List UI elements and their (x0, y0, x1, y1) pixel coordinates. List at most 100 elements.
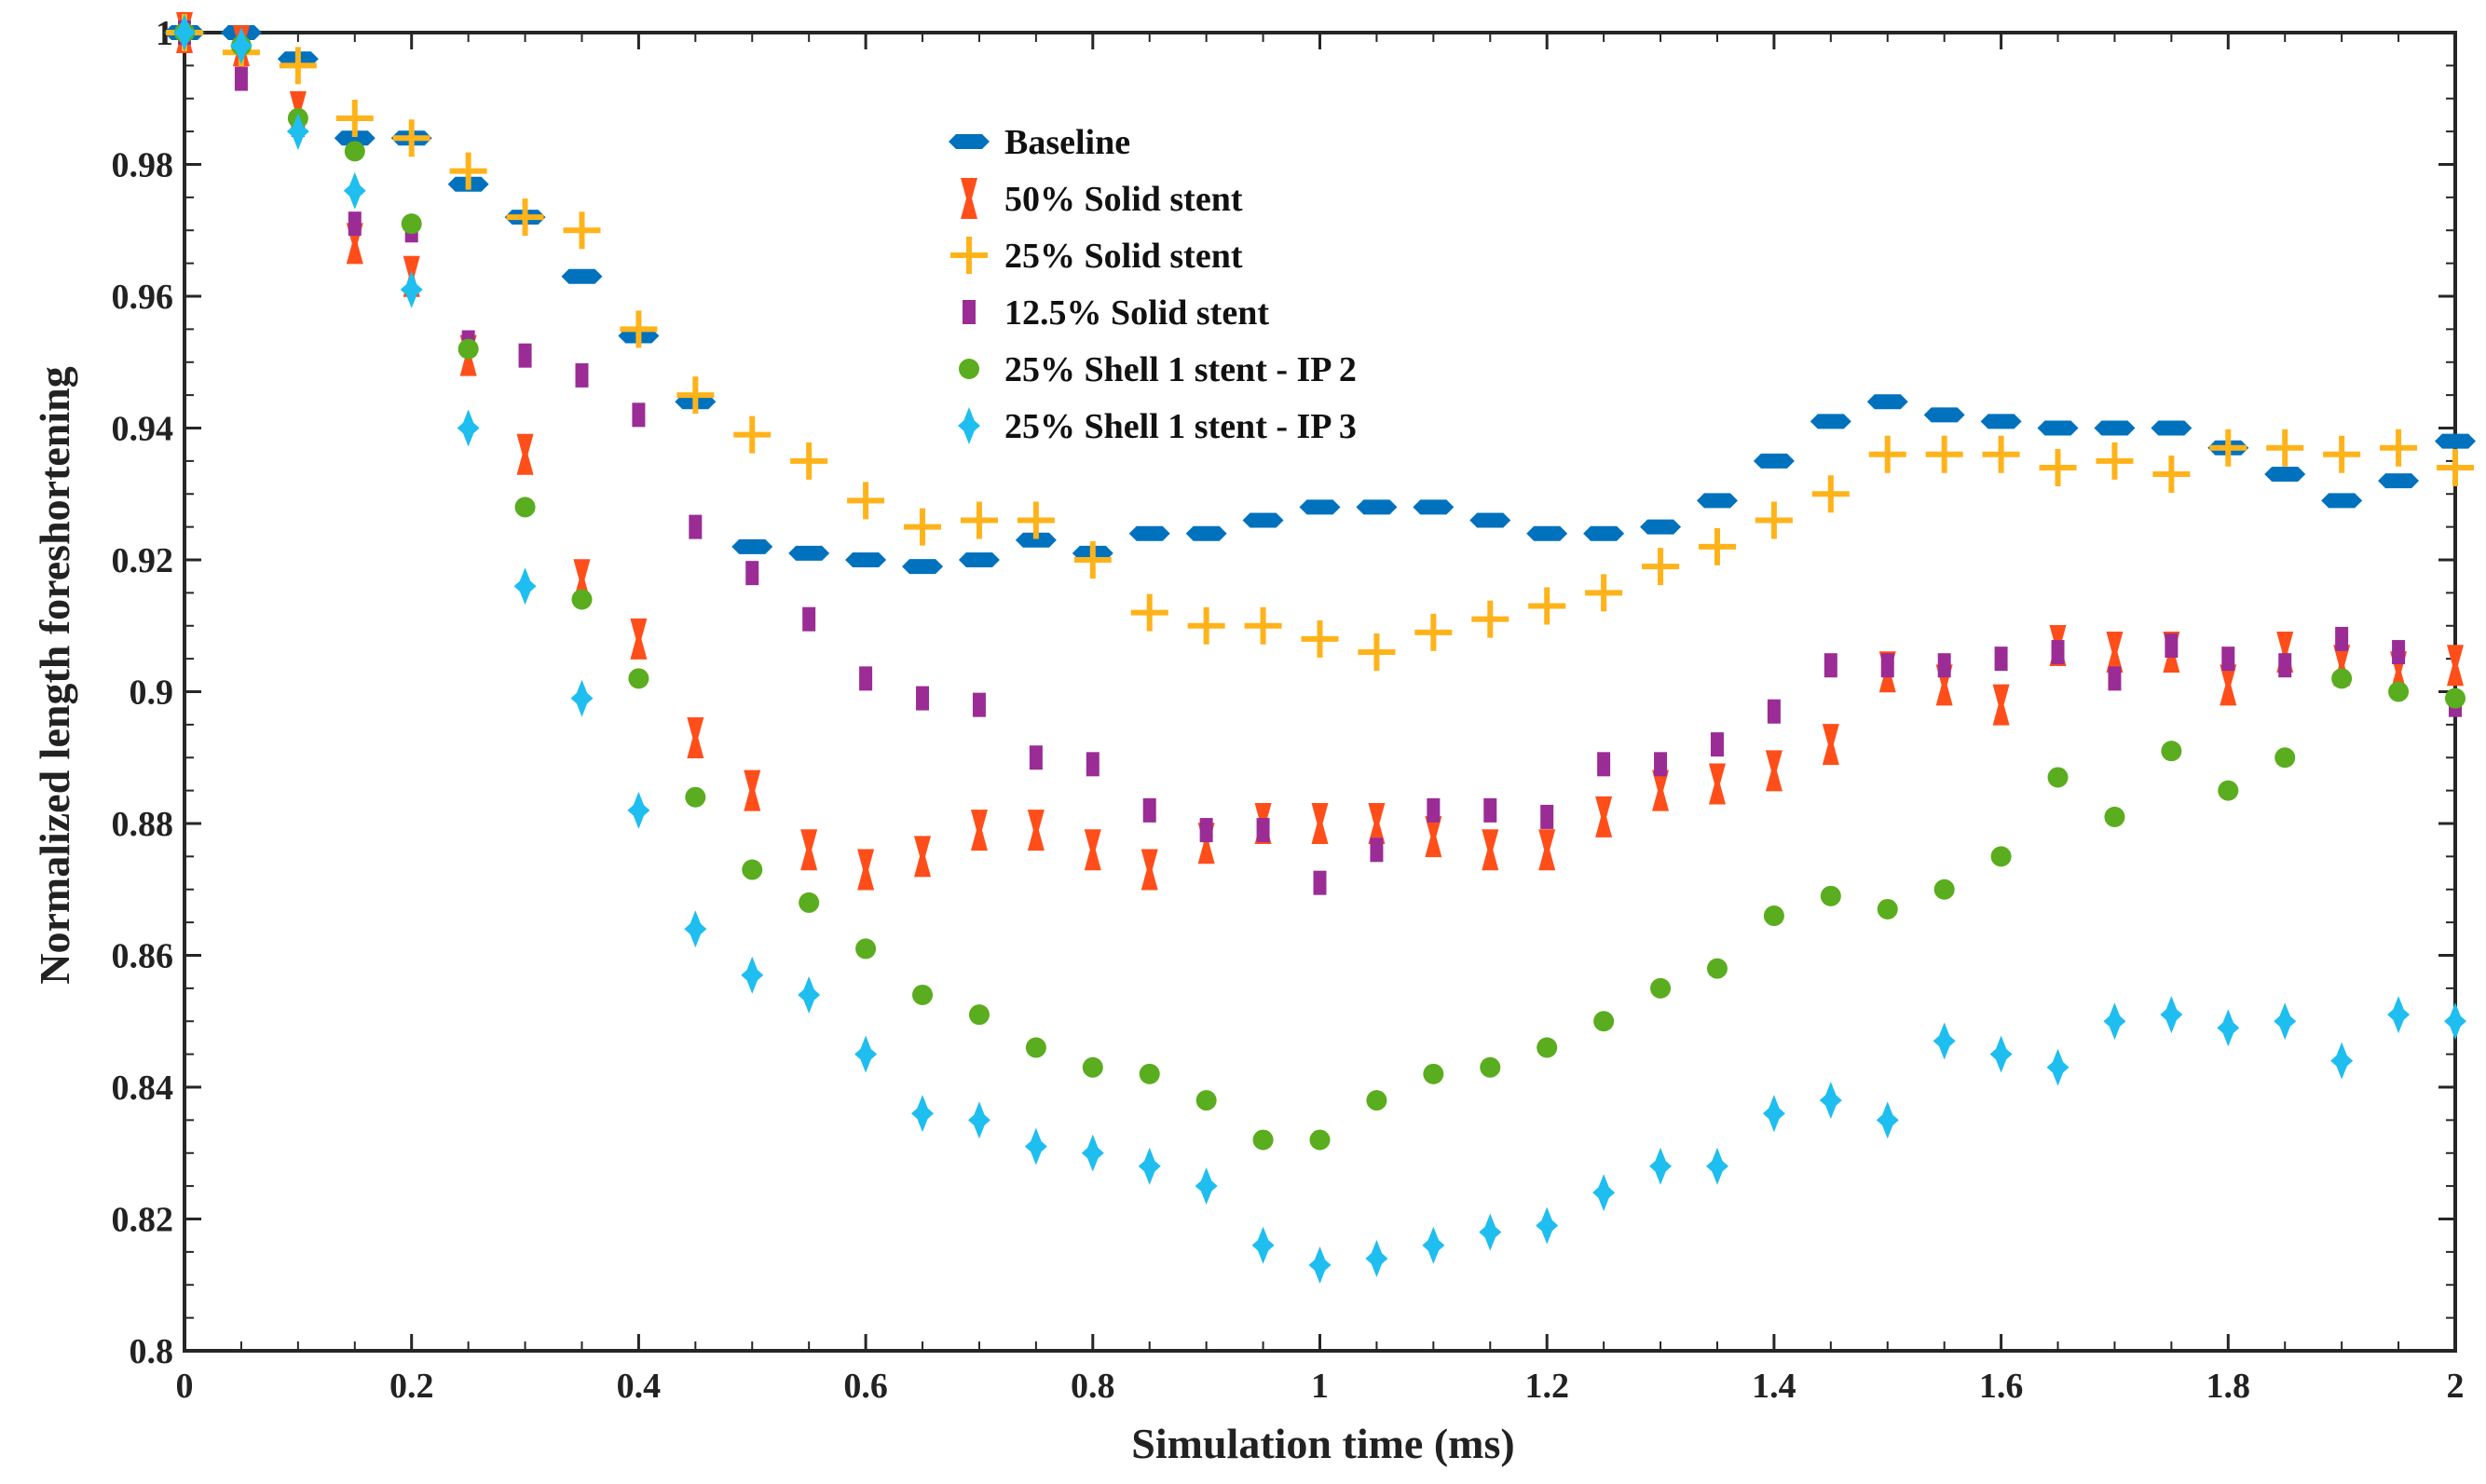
data-point (1925, 435, 1963, 473)
data-point (1989, 1035, 2013, 1073)
data-point (1822, 724, 1839, 766)
data-point (2321, 493, 2363, 509)
data-point (1980, 414, 2022, 429)
data-point (458, 338, 479, 360)
data-point (457, 409, 480, 447)
data-point (1880, 653, 1894, 678)
data-point (1652, 769, 1670, 811)
legend-marker (959, 359, 979, 379)
data-point (620, 310, 658, 348)
data-point (563, 211, 601, 250)
data-point (1358, 633, 1396, 672)
data-point (2447, 645, 2464, 687)
legend-marker (949, 134, 990, 149)
data-point (2152, 456, 2191, 494)
x-tick-label: 1 (1311, 1367, 1329, 1406)
y-tick-label: 0.8 (130, 1332, 174, 1371)
legend-marker (963, 300, 976, 324)
data-point (2096, 442, 2134, 480)
data-point (1366, 1090, 1387, 1111)
data-point (1933, 878, 1955, 900)
data-point (1469, 512, 1511, 528)
data-point (229, 27, 253, 65)
data-point (1187, 606, 1225, 645)
data-point (234, 66, 248, 91)
data-point (571, 589, 593, 610)
data-point (1313, 870, 1327, 895)
data-point (1252, 1129, 1274, 1150)
legend-label: 25% Solid stent (1004, 237, 1243, 276)
y-tick-label: 0.9 (130, 674, 174, 713)
x-axis-title: Simulation time (ms) (1131, 1420, 1514, 1467)
data-point (1762, 1095, 1785, 1133)
x-tick-label: 0.6 (843, 1367, 888, 1406)
data-point (1024, 1127, 1047, 1165)
data-point (1471, 600, 1509, 638)
data-point (967, 1101, 990, 1139)
data-point (1130, 593, 1168, 632)
data-point (2220, 664, 2237, 706)
data-point (1538, 829, 1556, 871)
y-tick-label: 0.86 (112, 937, 174, 976)
legend-label: 25% Shell 1 stent - IP 3 (1004, 407, 1357, 446)
data-point (741, 956, 764, 994)
data-point (2161, 741, 2182, 762)
x-tick-label: 2 (2447, 1367, 2465, 1406)
data-point (1128, 525, 1170, 541)
data-point (1356, 499, 1398, 515)
data-point (1640, 519, 1682, 535)
data-point (1698, 527, 1736, 565)
data-point (173, 14, 196, 51)
data-point (1537, 1037, 1558, 1058)
data-point (2160, 996, 2183, 1034)
data-point (1427, 797, 1441, 823)
data-point (968, 1004, 990, 1026)
data-point (1423, 1063, 1444, 1084)
data-point (2278, 653, 2292, 678)
data-point (2264, 467, 2306, 483)
data-point (798, 975, 821, 1014)
data-point (2221, 647, 2235, 672)
data-point (1540, 804, 1554, 829)
data-point (1242, 512, 1284, 528)
data-point (1753, 453, 1795, 469)
x-tick-label: 0 (176, 1367, 194, 1406)
data-point (1141, 849, 1158, 891)
data-point (2094, 420, 2136, 436)
data-point (733, 415, 772, 454)
legend-label: Baseline (1004, 123, 1130, 162)
data-point (506, 198, 544, 237)
data-point (685, 786, 706, 808)
data-point (745, 561, 759, 586)
data-point (2218, 780, 2239, 801)
y-tick-label: 0.88 (112, 805, 174, 844)
data-point (1755, 501, 1793, 539)
data-point (1138, 1147, 1161, 1185)
data-point (859, 666, 873, 691)
y-tick-label: 1 (156, 14, 173, 53)
data-point (632, 402, 646, 428)
y-tick-label: 0.92 (112, 541, 174, 580)
y-tick-label: 0.96 (112, 278, 174, 317)
data-point (904, 508, 942, 546)
x-tick-label: 1.8 (2206, 1367, 2251, 1406)
data-point (1597, 752, 1611, 777)
data-point (1482, 829, 1499, 871)
data-point (561, 268, 603, 284)
data-point (1195, 1090, 1217, 1111)
data-point (335, 99, 374, 137)
data-point (676, 376, 715, 415)
data-point (401, 213, 422, 235)
data-point (2380, 429, 2418, 467)
data-point (2039, 448, 2077, 486)
data-point (1526, 525, 1568, 541)
data-point (1933, 1022, 1956, 1060)
data-point (514, 497, 536, 518)
data-point (2445, 688, 2466, 709)
data-point (513, 567, 537, 606)
data-point (1370, 837, 1384, 863)
data-point (790, 442, 828, 480)
data-point (334, 130, 376, 146)
data-point (279, 47, 317, 85)
